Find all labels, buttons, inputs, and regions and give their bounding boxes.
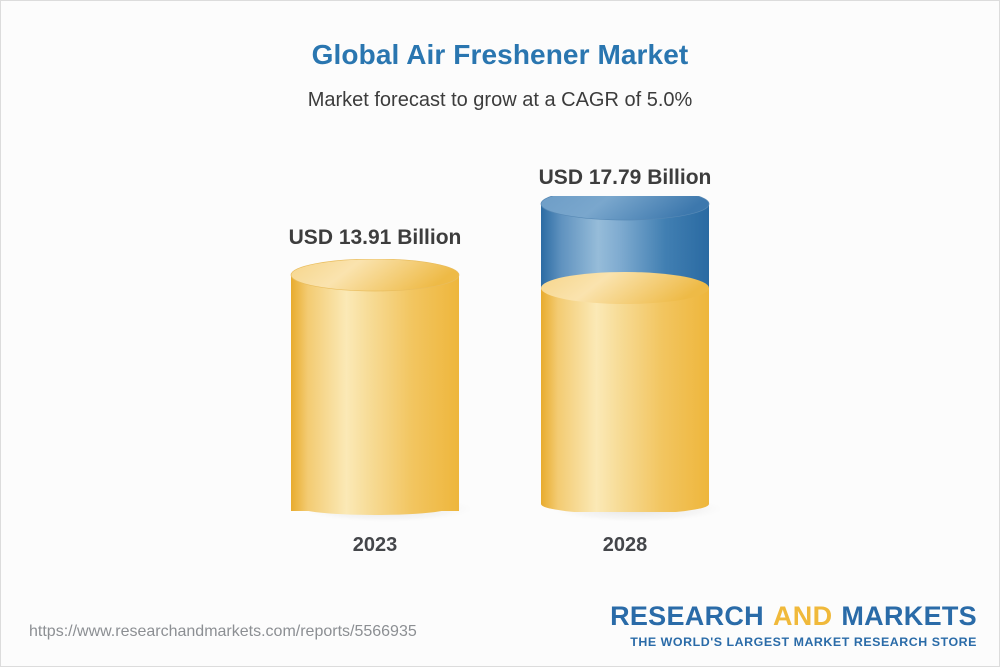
bar-cylinder-2028	[540, 196, 725, 523]
logo-word-and: AND	[772, 601, 833, 631]
logo-word-research: RESEARCH	[610, 601, 764, 631]
category-label-2028: 2028	[602, 534, 648, 556]
logo-word-markets: MARKETS	[841, 601, 977, 631]
research-and-markets-logo[interactable]: RESEARCH AND MARKETS THE WORLD'S LARGEST M…	[610, 603, 977, 649]
logo-wordmark: RESEARCH AND MARKETS	[610, 603, 977, 630]
page-subtitle: Market forecast to grow at a CAGR of 5.0…	[307, 89, 693, 111]
logo-tagline: THE WORLD'S LARGEST MARKET RESEARCH STOR…	[630, 635, 977, 649]
bar-value-label-2028: USD 17.79 Billion	[538, 166, 712, 189]
source-url[interactable]: https://www.researchandmarkets.com/repor…	[29, 623, 417, 640]
category-label-2023: 2023	[352, 534, 398, 556]
bar-value-label-2023: USD 13.91 Billion	[288, 226, 462, 249]
page-title: Global Air Freshener Market	[311, 39, 689, 70]
bar-cylinder-2023	[290, 259, 475, 523]
